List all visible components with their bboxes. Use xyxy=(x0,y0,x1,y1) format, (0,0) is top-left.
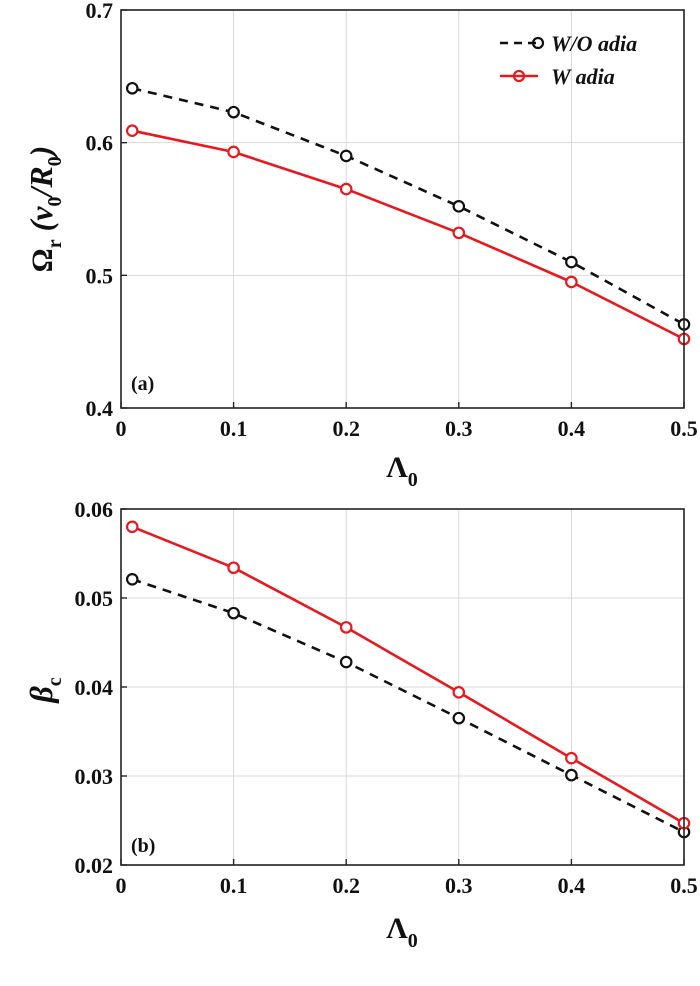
panel-b-ytick-label: 0.02 xyxy=(75,853,114,878)
panel-a-xtick-label: 0.5 xyxy=(670,416,698,441)
panel-a-series-w-o-adia-point xyxy=(339,149,353,163)
panel-a-ytick-label: 0.4 xyxy=(86,396,114,421)
panel-a: 0 0.1 0.2 0.3 0.4 0.5 0.4 0.5 0.6 0.7 (a) W/O adi… xyxy=(23,0,698,491)
panel-b-xtick-label: 0.3 xyxy=(445,873,473,898)
panel-a-xtick-label: 0.4 xyxy=(558,416,586,441)
panel-a-ytick-label: 0.7 xyxy=(86,0,114,23)
panel-b-series-w-adia-line xyxy=(131,525,685,825)
panel-b-series-w-o-adia-point xyxy=(125,573,139,586)
panel-b-series-w-o-adia-line xyxy=(131,578,685,834)
panel-b-series-w-o-adia-point xyxy=(339,655,353,669)
panel-b-label: (b) xyxy=(131,835,155,857)
panel-b-xtick-label: 0 xyxy=(116,873,127,898)
panel-b-series-w-adia-point xyxy=(339,621,353,634)
panel-b-xtick-label: 0.5 xyxy=(670,873,698,898)
panel-a-series-w-o-adia-point xyxy=(227,105,240,119)
panel-a-xtick-label: 0.1 xyxy=(220,416,248,441)
panel-a-frame xyxy=(120,9,685,409)
panel-b-ytick-label: 0.04 xyxy=(75,675,114,700)
panel-a-series-w-o-adia-point xyxy=(125,81,139,95)
legend-w-adia-marker xyxy=(512,69,526,83)
panel-a-series-w-o-adia-point xyxy=(565,255,578,269)
legend-wo-adia-label: W/O adia xyxy=(551,31,637,56)
panel-a-xtick-label: 0.2 xyxy=(332,416,360,441)
panel-b-series-w-o-adia-point xyxy=(227,606,240,620)
panel-b-series-w-o-adia-point xyxy=(452,711,466,725)
legend-wo-adia-marker xyxy=(531,36,545,50)
panel-b-xtick-label: 0.2 xyxy=(332,873,360,898)
panel-b-xtick-label: 0.1 xyxy=(220,873,248,898)
panel-a-xtick-label: 0.3 xyxy=(445,416,473,441)
panel-a-xlabel: Λ0 xyxy=(386,451,418,491)
panel-a-series-w-adia-point xyxy=(565,275,578,289)
panel-b-ylabel: βc xyxy=(23,677,66,703)
panel-a-ytick-label: 0.6 xyxy=(86,131,114,156)
panel-b-ytick-label: 0.03 xyxy=(75,764,114,789)
panel-b-xlabel: Λ0 xyxy=(386,912,418,952)
panel-b-series-w-adia-point xyxy=(452,686,466,699)
panel-b-xtick-label: 0.4 xyxy=(558,873,586,898)
panel-b-series-w-adia-point xyxy=(227,561,240,575)
panel-a-series-w-adia-point xyxy=(339,182,353,196)
panel-b-series-w-o-adia-point xyxy=(565,768,578,782)
panel-a-series-w-adia-line xyxy=(132,129,685,341)
panel-a-series-w-o-adia-point xyxy=(452,200,466,213)
panel-a-series-w-adia-point xyxy=(452,226,466,240)
panel-a-series-w-adia-point xyxy=(125,124,139,138)
legend: W/O adia W adia xyxy=(500,31,637,89)
panel-b: 0 0.1 0.2 0.3 0.4 0.5 0.02 0.03 0.04 0.05 0.06 (b)… xyxy=(23,497,698,952)
panel-a-series-w-adia-point xyxy=(227,145,240,159)
panel-b-ytick-label: 0.05 xyxy=(75,586,114,611)
legend-w-adia-label: W adia xyxy=(551,64,615,89)
panel-a-xtick-label: 0 xyxy=(116,416,127,441)
panel-b-ytick-label: 0.06 xyxy=(75,497,114,522)
panel-b-series-w-adia-point xyxy=(565,751,578,765)
panel-a-ytick-label: 0.5 xyxy=(86,263,114,288)
panel-a-series-w-o-adia-line xyxy=(132,87,685,326)
panel-b-series-w-adia-point xyxy=(125,520,139,534)
panel-a-ylabel: Ωr (v0/R0) xyxy=(23,146,66,273)
panel-a-label: (a) xyxy=(131,373,154,395)
